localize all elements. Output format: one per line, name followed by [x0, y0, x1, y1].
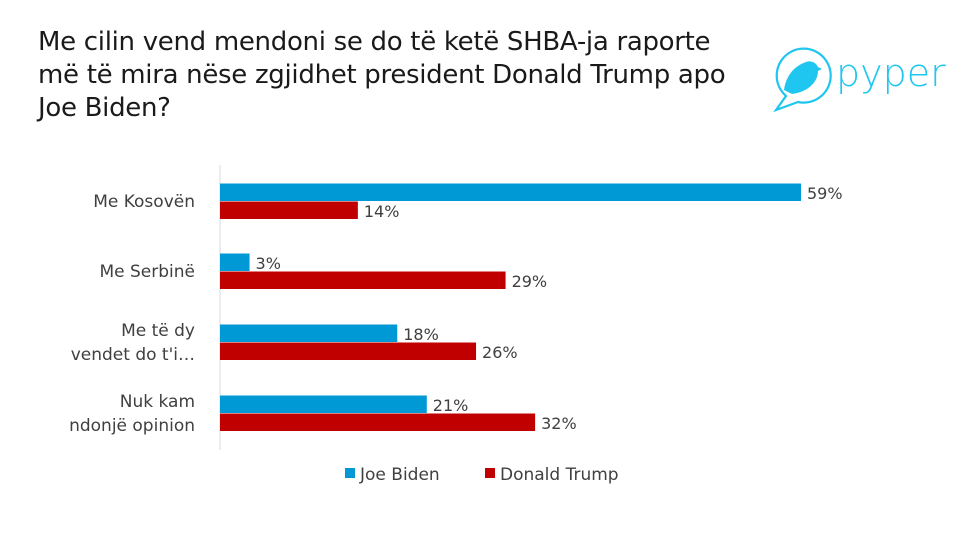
chart-title: Me cilin vend mendoni se do të ketë SHBA… [38, 27, 726, 123]
category-label-line: ndonjë opinion [69, 416, 195, 436]
bar-biden [220, 253, 250, 271]
legend-label: Joe Biden [359, 465, 440, 485]
data-label: 29% [512, 272, 548, 291]
data-label: 32% [541, 414, 577, 433]
bar-biden [220, 183, 801, 201]
bar-trump [220, 271, 506, 289]
bar-trump [220, 342, 477, 360]
data-label: 14% [364, 202, 400, 221]
legend-swatch-biden [345, 468, 355, 478]
data-label: 3% [256, 254, 281, 273]
bird-in-speech-bubble-icon [773, 47, 832, 113]
category-label: Me të dy vendet do t'i… [71, 321, 195, 365]
logo-text: pyper [836, 51, 946, 95]
data-label: 59% [807, 184, 843, 203]
category-label-line: Nuk kam [120, 392, 195, 412]
legend: Joe Biden Donald Trump [345, 465, 619, 485]
category-label-line: vendet do t'i… [71, 345, 195, 365]
category-label-line: Me të dy [121, 321, 195, 341]
bar-biden [220, 324, 398, 342]
category-label: Me Kosovën [93, 192, 195, 212]
bar-trump [220, 201, 358, 219]
legend-label: Donald Trump [500, 465, 619, 485]
legend-swatch-trump [485, 468, 495, 478]
data-label: 21% [433, 396, 469, 415]
category-label: Nuk kam ndonjë opinion [69, 392, 195, 436]
pyper-logo: pyper [773, 47, 946, 113]
category-label-line: Me Kosovën [93, 192, 195, 212]
category-label-line: Me Serbinë [99, 262, 195, 282]
data-label: 26% [482, 343, 518, 362]
data-label: 18% [403, 325, 439, 344]
bar-biden [220, 395, 427, 413]
bar-trump [220, 413, 536, 431]
category-label: Me Serbinë [99, 262, 195, 282]
